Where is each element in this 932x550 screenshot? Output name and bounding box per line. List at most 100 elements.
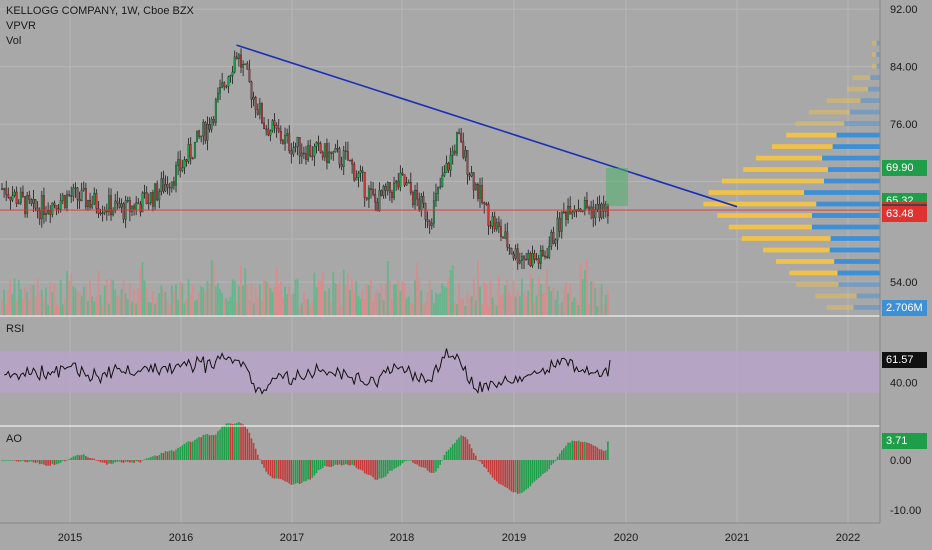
candle: [537, 258, 540, 264]
ao-bar: [472, 453, 475, 460]
candle: [491, 216, 494, 227]
candle: [466, 150, 469, 175]
ao-bar: [89, 458, 91, 460]
candle: [409, 182, 412, 193]
ao-bar: [577, 440, 580, 460]
projection-box[interactable]: [606, 167, 628, 206]
ao-bar: [451, 444, 454, 460]
volume-bar: [13, 278, 16, 316]
volume-bar: [277, 284, 280, 316]
volume-bar: [59, 279, 62, 316]
volume-bars: [1, 259, 609, 316]
candle: [87, 200, 89, 208]
ao-bar: [581, 442, 584, 460]
volume-bar: [428, 279, 431, 316]
ao-bar: [202, 435, 205, 460]
candle: [533, 253, 536, 260]
candle: [107, 195, 110, 212]
candle: [9, 197, 12, 201]
candle: [588, 207, 590, 211]
ao-label[interactable]: AO: [6, 433, 22, 445]
ao-bar: [359, 460, 362, 470]
ao-bar: [43, 460, 45, 465]
candle: [99, 212, 102, 215]
volume-bar: [378, 292, 381, 316]
ao-bar: [435, 460, 437, 472]
candle: [231, 71, 234, 76]
rsi-label[interactable]: RSI: [6, 323, 25, 335]
candle: [290, 150, 293, 155]
ao-bar: [164, 451, 167, 460]
ao-bar: [17, 460, 20, 462]
ao-bar: [460, 435, 462, 460]
candle: [28, 195, 31, 200]
ao-bar: [179, 446, 182, 460]
ao-bar: [340, 460, 343, 466]
ao-bar: [133, 460, 135, 464]
volume-bar: [219, 289, 221, 316]
candle: [19, 191, 22, 203]
candle: [502, 236, 505, 239]
ao-bar: [376, 460, 379, 480]
candle: [139, 203, 142, 213]
vol-label[interactable]: Vol: [6, 35, 22, 47]
ao-bar: [324, 460, 326, 466]
vpvr-up-bar: [823, 178, 880, 184]
trendline[interactable]: [236, 44, 738, 208]
candle: [581, 210, 584, 212]
ao-bar: [567, 442, 569, 460]
volume-bar: [508, 291, 511, 316]
volume-bar: [441, 283, 444, 316]
rsi-tick: 40.00: [890, 377, 918, 389]
volume-bar: [518, 296, 521, 316]
candle: [42, 195, 45, 215]
volume-bar: [273, 286, 276, 316]
vpvr-up-bar: [868, 86, 880, 92]
ao-bar: [68, 459, 70, 460]
volume-bar: [414, 280, 416, 316]
volume-bar: [112, 280, 115, 316]
candle: [334, 147, 337, 153]
ao-bar: [479, 460, 481, 462]
ao-bar: [103, 460, 106, 464]
ao-bar: [194, 439, 196, 460]
volume-bar: [477, 259, 479, 316]
vpvr-down-bar: [771, 144, 833, 149]
volume-bar: [11, 294, 14, 316]
candle: [571, 211, 574, 215]
volume-bar: [332, 272, 335, 316]
candle: [464, 150, 467, 158]
ao-bar: [36, 460, 39, 463]
vpvr-down-bar: [775, 259, 835, 264]
ao-bar: [166, 451, 169, 460]
ao-bar: [261, 460, 263, 465]
candle: [305, 153, 307, 160]
ao-bar: [389, 460, 391, 471]
candle: [183, 159, 186, 168]
candle: [5, 188, 8, 195]
ao-bar: [13, 460, 16, 461]
candle: [47, 210, 50, 214]
volume-bar: [388, 280, 391, 316]
candle: [365, 197, 368, 200]
candle: [411, 192, 414, 205]
vpvr-label[interactable]: VPVR: [6, 20, 36, 32]
candle: [602, 203, 605, 212]
vpvr-down-bar: [826, 305, 854, 310]
ao-bar: [7, 460, 10, 461]
candle: [428, 221, 431, 226]
candle: [483, 202, 486, 204]
candle: [149, 192, 152, 204]
candle: [302, 152, 305, 155]
candle: [11, 195, 14, 201]
volume-bar: [206, 280, 209, 316]
volume-bar: [170, 285, 173, 316]
candle: [523, 256, 525, 260]
ao-bar: [483, 460, 486, 467]
candle: [424, 203, 427, 220]
volume-bar: [581, 279, 584, 316]
candle: [598, 203, 601, 218]
volume-bar: [542, 293, 544, 316]
symbol-title[interactable]: KELLOGG COMPANY, 1W, Cboe BZX: [6, 5, 194, 17]
ao-bar: [391, 460, 393, 471]
